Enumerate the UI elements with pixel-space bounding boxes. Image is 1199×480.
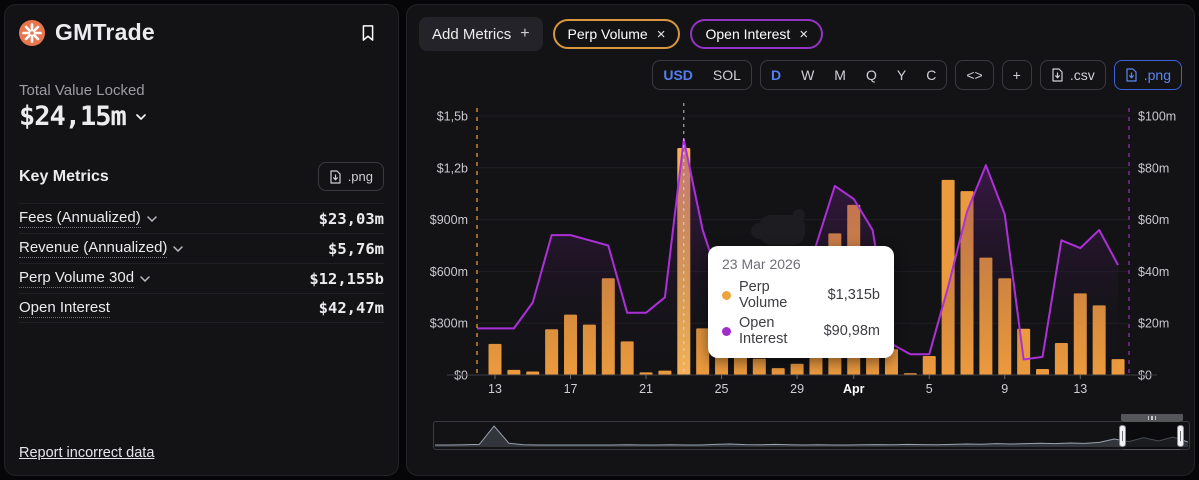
svg-text:21: 21	[639, 382, 653, 396]
metric-label-perp-volume[interactable]: Perp Volume 30d	[19, 269, 150, 288]
report-incorrect-data-link[interactable]: Report incorrect data	[19, 445, 155, 461]
tooltip-date: 23 Mar 2026	[722, 256, 801, 272]
metric-row-perp-volume: Perp Volume 30d $12,155b	[19, 263, 384, 293]
interval-c-button[interactable]: C	[916, 61, 946, 89]
svg-text:Apr: Apr	[843, 382, 865, 396]
metric-value-perp-volume: $12,155b	[309, 269, 384, 288]
plus-icon: +	[1012, 67, 1021, 83]
open-interest-dot-icon	[722, 326, 731, 336]
chart-tooltip: 23 Mar 2026 Perp Volume $1,315b Open Int…	[708, 246, 894, 358]
svg-text:$80m: $80m	[1138, 161, 1169, 175]
metric-label-fees[interactable]: Fees (Annualized)	[19, 209, 157, 228]
currency-usd-button[interactable]: USD	[653, 61, 703, 89]
download-csv-button[interactable]: .csv	[1039, 60, 1106, 90]
close-icon[interactable]: ×	[656, 25, 666, 43]
file-download-icon	[1052, 68, 1063, 82]
svg-text:$100m: $100m	[1138, 110, 1176, 124]
chip-perp-volume[interactable]: Perp Volume ×	[552, 19, 681, 49]
add-metrics-button[interactable]: Add Metrics +	[419, 17, 543, 51]
file-download-icon	[330, 169, 341, 184]
tvl-chevron-down-icon[interactable]	[135, 113, 146, 120]
chevron-down-icon	[140, 275, 150, 282]
file-download-icon	[1126, 68, 1137, 82]
interval-d-button[interactable]: D	[761, 61, 791, 89]
download-png-button[interactable]: .png	[1113, 60, 1182, 90]
key-metrics-table: Fees (Annualized) $23,03m Revenue (Annua…	[19, 203, 384, 323]
tvl-value: $24,15m	[19, 101, 127, 132]
metric-row-revenue: Revenue (Annualized) $5,76m	[19, 233, 384, 263]
interval-toggle: D W M Q Y C	[759, 60, 948, 90]
brush-left-handle-icon[interactable]	[1119, 425, 1126, 447]
svg-text:25: 25	[715, 382, 729, 396]
plus-icon: +	[520, 25, 530, 42]
svg-text:$20m: $20m	[1138, 317, 1169, 331]
svg-text:5: 5	[926, 382, 933, 396]
metric-value-open-interest: $42,47m	[318, 299, 384, 317]
brush-drag-handle[interactable]	[1121, 414, 1183, 421]
interval-y-button[interactable]: Y	[887, 61, 916, 89]
tvl-label: Total Value Locked	[19, 82, 145, 99]
metric-label-open-interest[interactable]: Open Interest	[19, 298, 110, 318]
interval-m-button[interactable]: M	[824, 61, 856, 89]
svg-text:$600m: $600m	[430, 265, 468, 279]
chevron-down-icon	[146, 215, 157, 222]
chevron-down-icon	[173, 245, 184, 252]
svg-text:9: 9	[1001, 382, 1008, 396]
chart-card: Add Metrics + Perp Volume × Open Interes…	[406, 4, 1195, 476]
chart-range-brush[interactable]	[433, 414, 1190, 450]
metric-label-revenue[interactable]: Revenue (Annualized)	[19, 239, 184, 258]
metric-row-fees: Fees (Annualized) $23,03m	[19, 203, 384, 233]
brush-selection[interactable]	[1119, 414, 1184, 450]
protocol-summary-card: GMTrade Total Value Locked $24,15m Key M…	[4, 4, 399, 476]
metric-value-revenue: $5,76m	[328, 239, 384, 258]
svg-text:13: 13	[1073, 382, 1087, 396]
currency-toggle: USD SOL	[652, 60, 752, 90]
bookmark-icon[interactable]	[358, 23, 378, 43]
tooltip-row-open-interest: Open Interest $90,98m	[722, 315, 880, 347]
protocol-title: GMTrade	[55, 19, 155, 45]
svg-text:$60m: $60m	[1138, 213, 1169, 227]
svg-text:13: 13	[488, 382, 502, 396]
key-metrics-download-png-button[interactable]: .png	[317, 162, 384, 191]
currency-sol-button[interactable]: SOL	[703, 61, 751, 89]
add-chart-button[interactable]: +	[1001, 60, 1032, 90]
brush-sparkline	[435, 425, 1189, 447]
protocol-logo-icon	[19, 19, 45, 46]
metric-row-open-interest: Open Interest $42,47m	[19, 293, 384, 323]
tooltip-row-perp-volume: Perp Volume $1,315b	[722, 279, 880, 311]
svg-text:$1,2b: $1,2b	[437, 161, 468, 175]
close-icon[interactable]: ×	[799, 25, 809, 43]
svg-text:$300m: $300m	[430, 317, 468, 331]
svg-text:$900m: $900m	[430, 213, 468, 227]
code-icon: <>	[966, 67, 983, 83]
svg-text:$40m: $40m	[1138, 265, 1169, 279]
embed-code-button[interactable]: <>	[955, 60, 994, 90]
tooltip-perp-volume-value: $1,315b	[827, 287, 880, 303]
svg-text:29: 29	[790, 382, 804, 396]
svg-text:$1,5b: $1,5b	[437, 110, 468, 124]
perp-volume-dot-icon	[722, 290, 731, 300]
tooltip-open-interest-value: $90,98m	[823, 323, 880, 339]
interval-q-button[interactable]: Q	[856, 61, 887, 89]
chip-open-interest[interactable]: Open Interest ×	[690, 19, 824, 49]
brand-row: GMTrade	[19, 19, 384, 46]
key-metrics-title: Key Metrics	[19, 167, 109, 185]
chart-toolbar: USD SOL D W M Q Y C <> + .csv	[419, 60, 1182, 90]
brush-right-handle-icon[interactable]	[1177, 425, 1184, 447]
metric-value-fees: $23,03m	[318, 209, 384, 228]
interval-w-button[interactable]: W	[791, 61, 824, 89]
svg-text:17: 17	[564, 382, 578, 396]
